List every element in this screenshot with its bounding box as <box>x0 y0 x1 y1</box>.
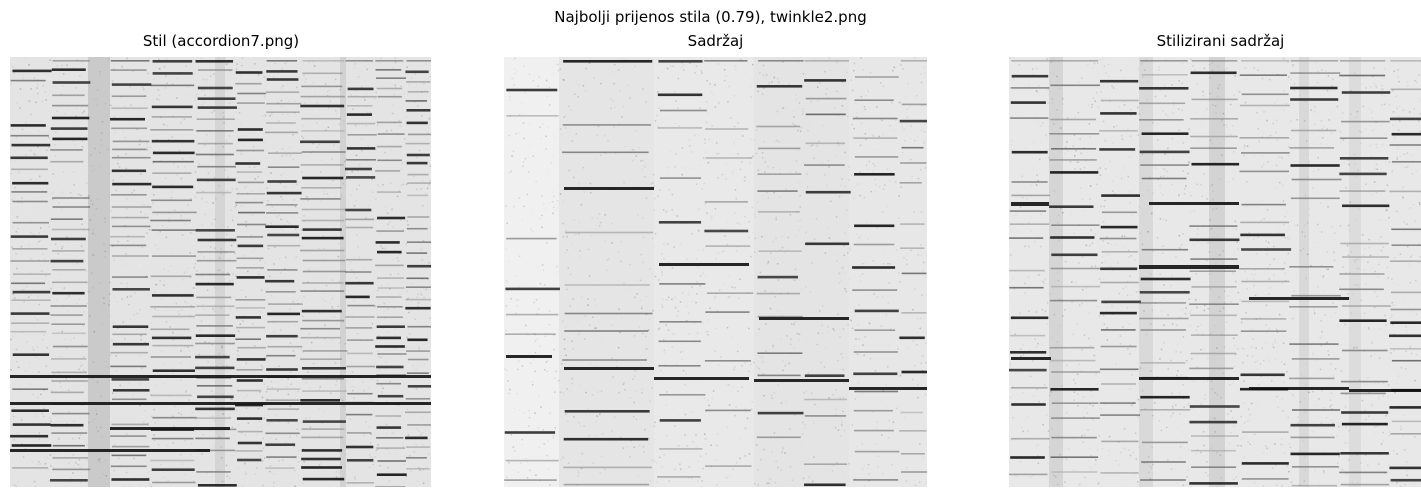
style-panel-title: Stil (accordion7.png) <box>142 32 300 50</box>
style-spectrogram-image <box>10 57 431 487</box>
content-spectrogram-image <box>504 57 927 487</box>
figure-suptitle: Najbolji prijenos stila (0.79), twinkle2… <box>554 8 867 26</box>
stylized-spectrogram-image <box>1009 57 1421 487</box>
stylized-panel-title: Stilizirani sadržaj <box>1156 32 1285 50</box>
content-panel-title: Sadržaj <box>687 32 744 50</box>
